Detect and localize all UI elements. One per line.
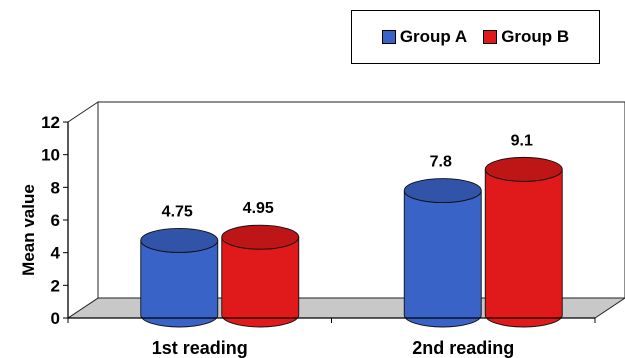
legend-swatch-group-a — [381, 30, 396, 44]
legend-item-group-b: Group B — [483, 27, 569, 47]
y-axis: 0 2 4 6 8 10 12 — [41, 113, 69, 328]
legend-label-group-b: Group B — [501, 27, 570, 46]
x-axis: 1st reading 2nd reading — [67, 317, 596, 358]
chart-side-wall — [67, 101, 99, 319]
x-tick-label: 1st reading — [152, 338, 248, 358]
bar-top — [403, 178, 482, 204]
bar-top — [140, 227, 219, 253]
y-tick-label: 10 — [41, 146, 60, 165]
legend-swatch-group-b — [483, 30, 498, 44]
data-label: 9.1 — [511, 132, 533, 149]
y-tick-label: 2 — [51, 276, 60, 295]
legend-label-group-a: Group A — [399, 27, 468, 46]
bar-group-a — [403, 190, 482, 328]
y-tick-label: 6 — [51, 211, 60, 230]
data-label: 7.8 — [430, 154, 452, 171]
y-tick-label: 8 — [51, 178, 60, 197]
legend-item-group-a: Group A — [381, 27, 468, 47]
bar-top — [484, 156, 563, 182]
bar-group-a — [140, 240, 219, 328]
data-label: 4.75 — [162, 203, 193, 220]
bars: 4.75 4.95 7.8 9.1 — [140, 132, 563, 328]
y-axis-label: Mean value — [19, 184, 38, 276]
bar-top — [221, 224, 300, 250]
legend: Group A Group B — [351, 10, 600, 64]
y-tick-label: 4 — [51, 244, 61, 263]
y-tick-label: 12 — [41, 113, 60, 132]
bar-group-b — [221, 237, 300, 328]
y-tick-label: 0 — [51, 309, 60, 328]
bar-group-b — [484, 169, 563, 328]
data-label: 4.95 — [243, 200, 274, 217]
x-tick-label: 2nd reading — [412, 338, 514, 358]
